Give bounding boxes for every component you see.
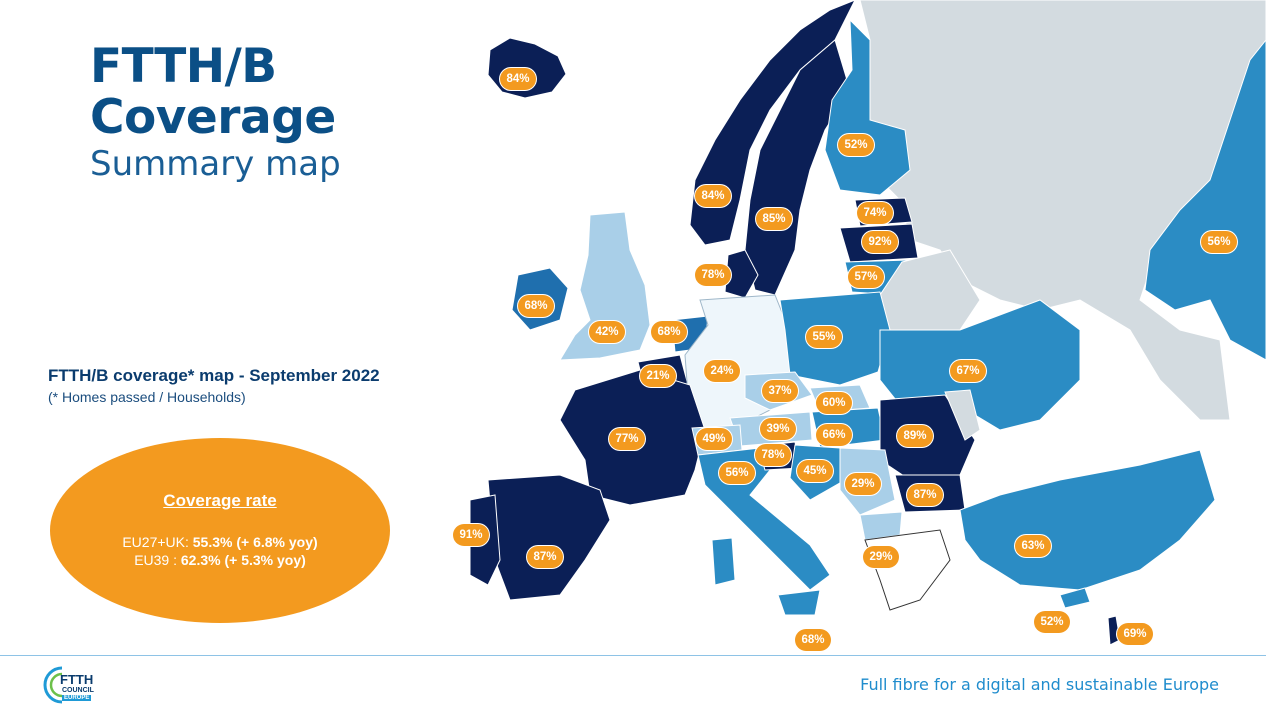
spain-shape	[487, 474, 611, 601]
badge-sweden: 85%	[756, 208, 792, 230]
badge-bulgaria: 87%	[907, 484, 943, 506]
badge-portugal: 91%	[453, 524, 489, 546]
badge-slovakia: 60%	[816, 392, 852, 414]
denmark-shape	[724, 249, 759, 299]
badge-israel: 69%	[1117, 623, 1153, 645]
uk-shape	[559, 211, 651, 361]
europe-map	[440, 0, 1266, 655]
badge-latvia: 92%	[862, 231, 898, 253]
sweden-shape	[744, 39, 851, 296]
badge-slovenia: 78%	[755, 444, 791, 466]
logo-text-europe: EUROPE	[62, 695, 92, 701]
badge-austria: 39%	[760, 418, 796, 440]
badge-malta: 68%	[795, 629, 831, 651]
coverage-eu27-line: EU27+UK: 55.3% (+ 6.8% yoy)	[50, 534, 390, 550]
eu27-value: 55.3% (+ 6.8% yoy)	[192, 534, 318, 550]
logo-text-council: COUNCIL	[62, 687, 94, 694]
russia-blue-region	[1144, 39, 1266, 361]
title-line-1: FTTH/B	[90, 39, 277, 94]
map-subheading: (* Homes passed / Households)	[48, 389, 246, 405]
badge-spain: 87%	[527, 546, 563, 568]
greece-shape	[864, 529, 951, 611]
map-heading: FTTH/B coverage* map - September 2022	[48, 366, 380, 385]
title-line-2: Coverage	[90, 89, 336, 145]
badge-finland: 52%	[838, 134, 874, 156]
badge-lithuania: 57%	[848, 266, 884, 288]
coverage-rate-title: Coverage rate	[163, 491, 277, 510]
coverage-eu39-line: EU39 : 62.3% (+ 5.3% yoy)	[50, 552, 390, 568]
badge-denmark: 78%	[695, 264, 731, 286]
germany-shape	[684, 294, 793, 431]
badge-serbia: 29%	[845, 473, 881, 495]
moldova-shape	[944, 389, 981, 441]
sardinia-shape	[711, 537, 736, 586]
title-line-3: Summary map	[90, 143, 341, 184]
page-title: FTTH/B Coverage Summary map	[90, 39, 341, 184]
eu39-value: 62.3% (+ 5.3% yoy)	[180, 552, 306, 568]
coverage-rate-box: Coverage rate EU27+UK: 55.3% (+ 6.8% yoy…	[50, 438, 390, 623]
turkey-shape	[959, 449, 1216, 591]
badge-croatia: 45%	[797, 460, 833, 482]
badge-ukraine: 67%	[950, 360, 986, 382]
badge-uk: 42%	[589, 321, 625, 343]
badge-czechia: 37%	[762, 380, 798, 402]
footer-tagline: Full fibre for a digital and sustainable…	[860, 675, 1219, 694]
badge-france: 77%	[609, 428, 645, 450]
badge-north-macedonia: 29%	[863, 546, 899, 568]
badge-netherlands: 68%	[651, 321, 687, 343]
badge-romania: 89%	[897, 425, 933, 447]
badge-ireland: 68%	[518, 295, 554, 317]
ftth-council-logo: FTTH COUNCIL EUROPE	[40, 664, 102, 706]
badge-russia: 56%	[1201, 231, 1237, 253]
badge-italy: 56%	[719, 462, 755, 484]
logo-text-ftth: FTTH	[60, 672, 94, 687]
badge-switzerland: 49%	[696, 428, 732, 450]
badge-estonia: 74%	[857, 202, 893, 224]
badge-hungary: 66%	[816, 424, 852, 446]
europe-map-svg	[469, 0, 1266, 646]
badge-cyprus: 52%	[1034, 611, 1070, 633]
badge-belgium: 21%	[640, 365, 676, 387]
eu39-label: EU39 :	[134, 552, 181, 568]
badge-germany: 24%	[704, 360, 740, 382]
badge-norway: 84%	[695, 185, 731, 207]
cyprus-shape	[1059, 587, 1091, 609]
logo-arc-icon	[43, 666, 63, 704]
badge-poland: 55%	[806, 326, 842, 348]
footer-divider	[0, 655, 1266, 656]
badge-iceland: 84%	[500, 68, 536, 90]
sicily-shape	[777, 589, 821, 616]
eu27-label: EU27+UK:	[122, 534, 193, 550]
badge-turkey: 63%	[1015, 535, 1051, 557]
